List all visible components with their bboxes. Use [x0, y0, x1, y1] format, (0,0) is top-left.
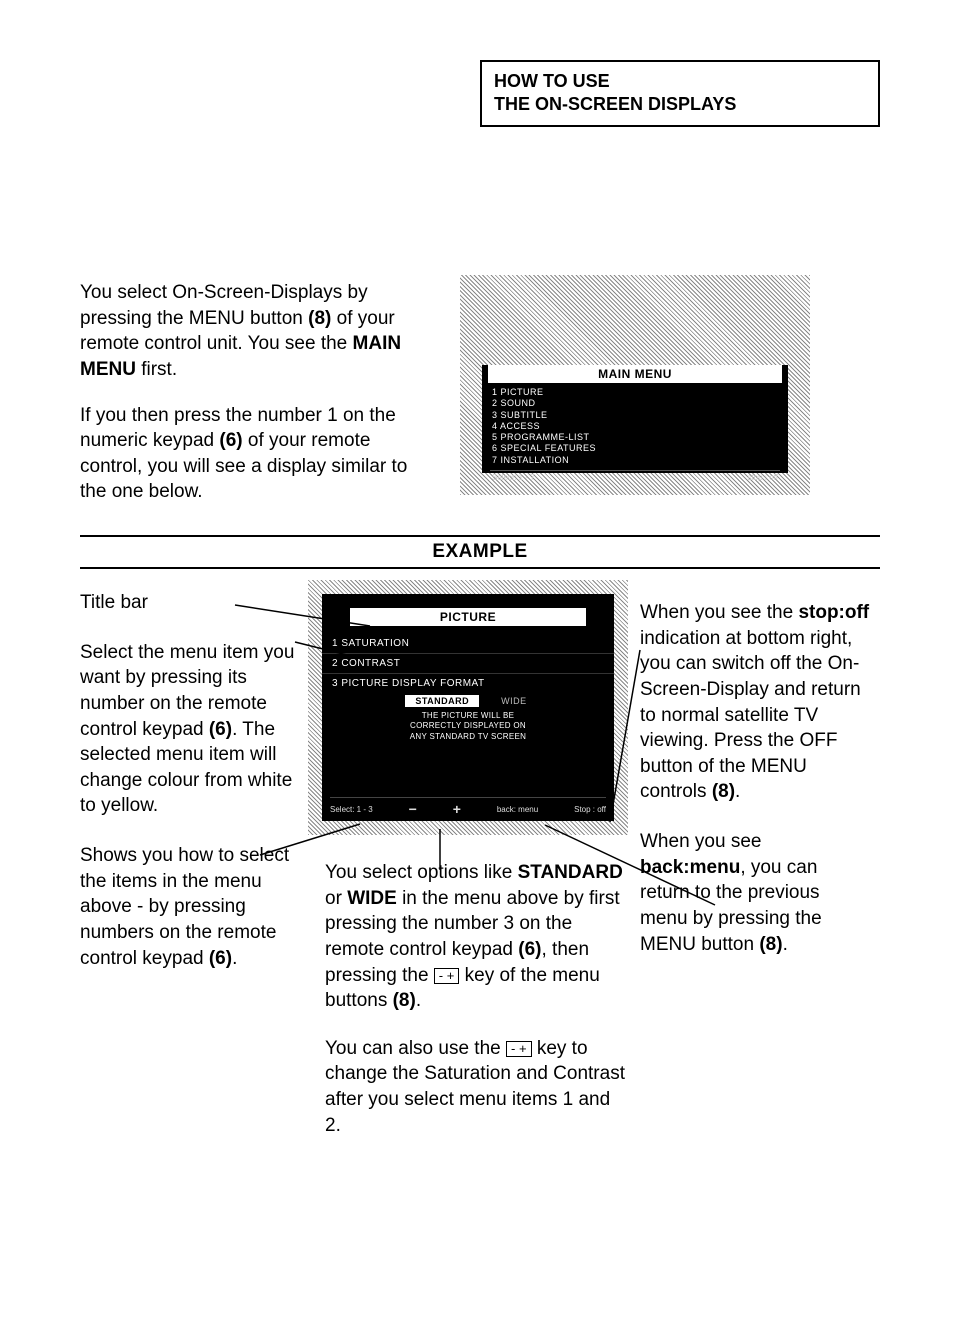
header-line1: HOW TO USE: [494, 70, 866, 93]
left-p2b: .: [232, 948, 237, 969]
menu-item: 2 SOUND: [492, 398, 778, 409]
ref-6: (6): [209, 948, 232, 969]
ref-8: (8): [308, 308, 331, 329]
mid-p1a: You select options like: [325, 862, 518, 883]
right-column: When you see the stop:off indication at …: [640, 600, 870, 981]
plus-minus-key-icon: - +: [506, 1041, 532, 1057]
bold-stop-off: stop:off: [798, 602, 869, 623]
picture-item-2: 2 CONTRAST: [322, 654, 614, 674]
menu-item: 5 PROGRAMME-LIST: [492, 432, 778, 443]
picture-desc-2: CORRECTLY DISPLAYED ON: [332, 721, 604, 731]
picture-osd: PICTURE 1 SATURATION 2 CONTRAST 3 PICTUR…: [308, 580, 628, 835]
title-bar-label: Title bar: [80, 590, 310, 616]
ref-6: (6): [209, 719, 232, 740]
menu-item: 1 PICTURE: [492, 387, 778, 398]
right-p2a: When you see: [640, 831, 761, 852]
picture-item-1: 1 SATURATION: [322, 634, 614, 654]
option-standard: STANDARD: [405, 695, 479, 707]
menu-item: 7 INSTALLATION: [492, 455, 778, 466]
mid-p1f: .: [416, 990, 421, 1011]
header-line2: THE ON-SCREEN DISPLAYS: [494, 93, 866, 116]
intro-text: You select On-Screen-Displays by pressin…: [80, 280, 410, 525]
picture-footer-back: back: menu: [497, 805, 538, 814]
middle-column: You select options like STANDARD or WIDE…: [325, 860, 625, 1160]
header-box: HOW TO USE THE ON-SCREEN DISPLAYS: [480, 60, 880, 127]
picture-footer-stop: Stop : off: [574, 805, 606, 814]
ref-8: (8): [759, 934, 782, 955]
ref-6: (6): [518, 939, 541, 960]
picture-item-3: 3 PICTURE DISPLAY FORMAT STANDARD WIDE T…: [322, 674, 614, 746]
bold-standard: STANDARD: [518, 862, 623, 883]
main-menu-list: 1 PICTURE 2 SOUND 3 SUBTITLE 4 ACCESS 5 …: [482, 383, 788, 468]
example-heading: EXAMPLE: [80, 535, 880, 569]
left-p2a: Shows you how to select the items in the…: [80, 845, 289, 969]
picture-desc-3: ANY STANDARD TV SCREEN: [332, 732, 604, 742]
menu-item: 6 SPECIAL FEATURES: [492, 443, 778, 454]
main-menu-footer-right: stop : off: [747, 473, 778, 482]
minus-icon: −: [409, 801, 417, 817]
menu-item: 4 ACCESS: [492, 421, 778, 432]
left-column: Title bar Select the menu item you want …: [80, 590, 310, 995]
menu-item: 3 SUBTITLE: [492, 410, 778, 421]
main-menu-title: MAIN MENU: [488, 365, 782, 383]
bold-wide: WIDE: [347, 888, 397, 909]
picture-footer-select: Select: 1 - 3: [330, 805, 373, 814]
picture-desc-1: THE PICTURE WILL BE: [332, 711, 604, 721]
plus-icon: +: [453, 801, 461, 817]
ref-6: (6): [219, 430, 242, 451]
mid-p1b: or: [325, 888, 347, 909]
right-p1b: indication at bottom right, you can swit…: [640, 628, 861, 803]
ref-8: (8): [393, 990, 416, 1011]
bold-back-menu: back:menu: [640, 857, 740, 878]
mid-p2a: You can also use the: [325, 1038, 506, 1059]
ref-8: (8): [712, 781, 735, 802]
intro-p1c: first.: [136, 359, 177, 380]
right-p2c: .: [783, 934, 788, 955]
main-menu-footer-left: Select: 1 - 7: [492, 473, 535, 482]
right-p1c: .: [735, 781, 740, 802]
picture-title: PICTURE: [350, 608, 586, 626]
main-menu-osd: MAIN MENU 1 PICTURE 2 SOUND 3 SUBTITLE 4…: [460, 275, 810, 495]
picture-item-3-label: 3 PICTURE DISPLAY FORMAT: [332, 678, 604, 689]
right-p1a: When you see the: [640, 602, 798, 623]
plus-minus-key-icon: - +: [434, 968, 460, 984]
option-wide: WIDE: [497, 695, 531, 707]
